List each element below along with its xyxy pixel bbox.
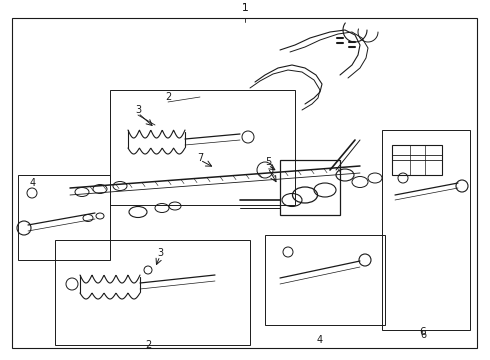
Text: 2: 2 [165,92,171,102]
Text: 6: 6 [420,330,426,340]
Text: 3: 3 [157,248,163,258]
Text: 1: 1 [242,3,248,13]
Text: 4: 4 [30,178,36,188]
Bar [280,160,340,215]
Text: 7: 7 [197,153,203,163]
Bar [392,145,442,175]
Text: 3: 3 [135,105,141,115]
Bar [382,130,470,330]
Text: 4: 4 [317,335,323,345]
Bar [265,235,385,325]
Bar [110,90,295,205]
Bar [55,240,250,345]
Text: 1: 1 [242,3,248,13]
Text: 5: 5 [265,157,271,167]
Text: 2: 2 [145,340,151,350]
Bar [18,175,110,260]
Text: 6: 6 [420,327,426,337]
